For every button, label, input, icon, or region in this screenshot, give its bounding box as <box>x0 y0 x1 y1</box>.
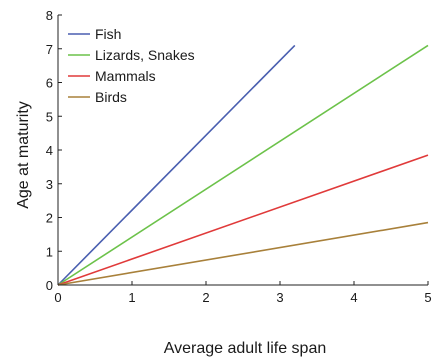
legend-label-0: Fish <box>95 26 121 42</box>
x-tick-label: 4 <box>350 290 357 305</box>
x-tick-label: 2 <box>202 290 209 305</box>
y-axis-title: Age at maturity <box>15 101 32 209</box>
legend-label-3: Birds <box>95 89 127 105</box>
series-layer <box>57 44 429 286</box>
x-tick-label: 0 <box>54 290 61 305</box>
x-tick-label: 3 <box>276 290 283 305</box>
y-tick-label: 7 <box>46 42 53 57</box>
legend-label-1: Lizards, Snakes <box>95 47 195 63</box>
series-line-0 <box>57 44 296 286</box>
legend-label-2: Mammals <box>95 68 156 84</box>
y-tick-label: 3 <box>46 177 53 192</box>
x-tick-label: 5 <box>424 290 431 305</box>
axes: 0 1 2 3 4 5 0 1 2 3 4 5 6 7 8 <box>46 8 432 305</box>
legend: Fish Lizards, Snakes Mammals Birds <box>68 26 195 105</box>
y-tick-label: 2 <box>46 211 53 226</box>
y-tick-label: 8 <box>46 8 53 23</box>
x-tick-label: 1 <box>128 290 135 305</box>
series-line-2 <box>57 154 429 286</box>
y-tick-label: 0 <box>46 278 53 293</box>
y-tick-label: 1 <box>46 244 53 259</box>
series-line-1 <box>57 44 429 286</box>
x-axis-title: Average adult life span <box>164 340 326 357</box>
series-line-3 <box>57 221 429 286</box>
y-tick-label: 5 <box>46 109 53 124</box>
y-tick-label: 4 <box>46 143 53 158</box>
y-tick-label: 6 <box>46 76 53 91</box>
